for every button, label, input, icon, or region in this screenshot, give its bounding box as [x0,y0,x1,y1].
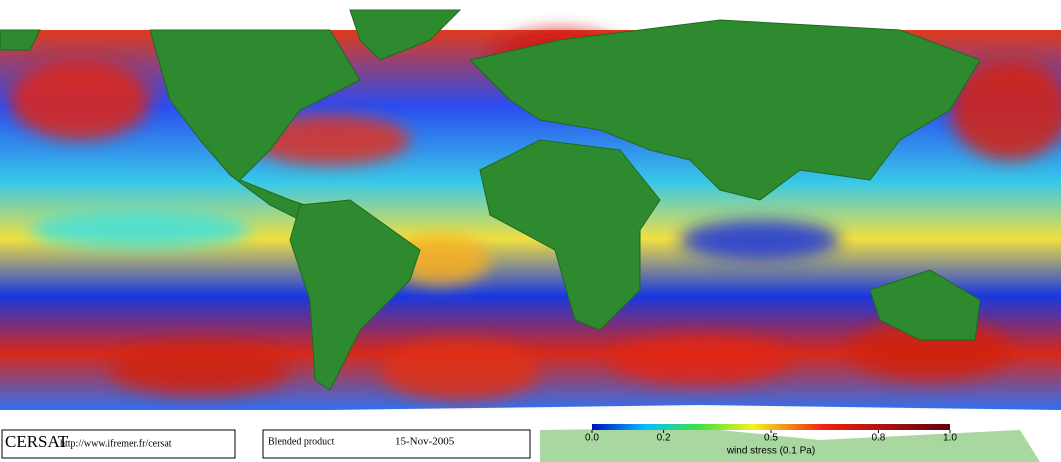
product: Blended product [268,436,335,447]
date: 15-Nov-2005 [395,436,455,448]
colorbar-tick-label: 0.0 [585,433,599,444]
logo: CERSAT [5,432,69,451]
colorbar-tick-label: 0.8 [871,433,885,444]
colorbar [592,424,950,430]
colorbar-tick-label: 1.0 [943,433,957,444]
logo-box [1,429,236,459]
colorbar-tick-label: 0.2 [657,433,671,444]
antarctica [540,428,1040,462]
url: http://www.ifremer.fr/cersat [60,438,172,449]
colorbar-tick-label: 0.5 [764,433,778,444]
colorbar-ticks: 0.0 0.2 0.5 0.8 1.0 [585,430,957,444]
product-box [262,429,531,459]
colorbar-title: wind stress (0.1 Pa) [726,446,815,457]
